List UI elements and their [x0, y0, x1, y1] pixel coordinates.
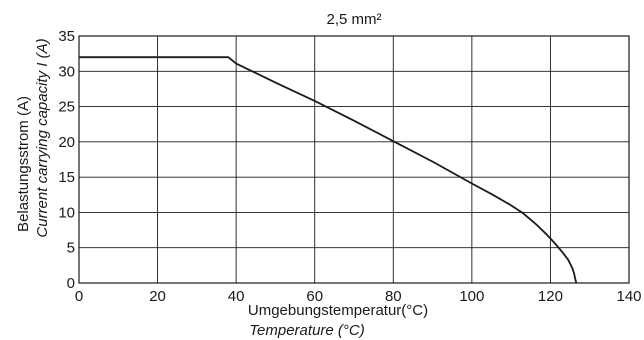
grid: [79, 36, 629, 283]
plot-frame: [78, 35, 630, 284]
x-tick-label: 120: [538, 288, 563, 305]
x-axis-label: Umgebungstemperatur(°C): [248, 302, 428, 319]
x-tick-label: 0: [75, 288, 83, 305]
y-tick-label: 10: [58, 204, 75, 221]
x-tick-label: 80: [385, 288, 402, 305]
x-tick-label: 40: [228, 288, 245, 305]
x-tick-labels: 0 20 40 60 80 100 120 140: [75, 288, 642, 305]
x-tick-label: 60: [306, 288, 323, 305]
y-tick-label: 30: [58, 63, 75, 80]
y-tick-label: 15: [58, 169, 75, 186]
plot-area: [79, 36, 629, 283]
y-tick-label: 5: [67, 240, 75, 257]
y-tick-label: 0: [67, 275, 75, 292]
y-axis-label: Belastungsstrom (A): [15, 96, 32, 232]
x-axis-label-english: Temperature (°C): [249, 322, 364, 339]
x-tick-label: 140: [616, 288, 641, 305]
y-tick-label: 20: [58, 134, 75, 151]
chart-title: 2,5 mm²: [326, 11, 381, 28]
y-tick-label: 25: [58, 99, 75, 116]
y-axis-label-english: Current carrying capacity I (A): [34, 38, 51, 237]
y-tick-labels: 0 5 10 15 20 25 30 35: [58, 28, 75, 292]
y-tick-label: 35: [58, 28, 75, 45]
x-tick-label: 100: [459, 288, 484, 305]
x-tick-label: 20: [149, 288, 166, 305]
series-line: [79, 56, 578, 284]
